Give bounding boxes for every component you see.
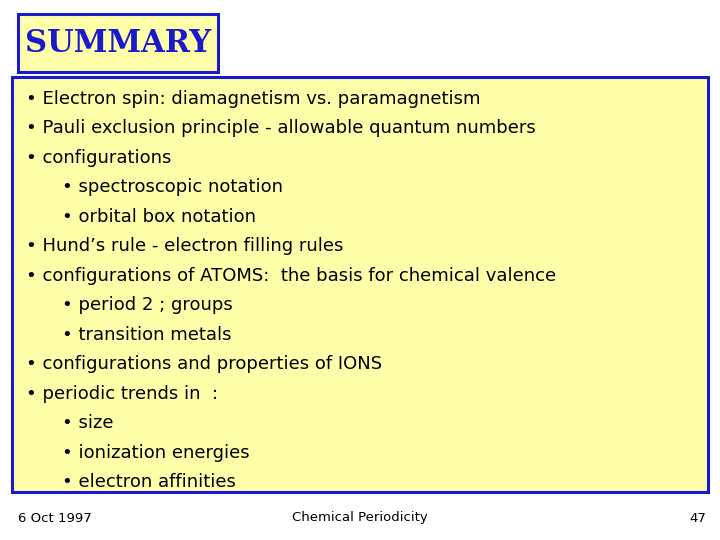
Text: • spectroscopic notation: • spectroscopic notation [62,178,283,197]
FancyBboxPatch shape [18,14,218,72]
Text: • Pauli exclusion principle - allowable quantum numbers: • Pauli exclusion principle - allowable … [26,119,536,138]
Text: • period 2 ; groups: • period 2 ; groups [62,296,233,314]
Text: • electron affinities: • electron affinities [62,473,236,491]
Text: 47: 47 [689,511,706,524]
Text: • configurations of ATOMS:  the basis for chemical valence: • configurations of ATOMS: the basis for… [26,267,556,285]
Text: • configurations: • configurations [26,149,171,167]
Text: • configurations and properties of IONS: • configurations and properties of IONS [26,355,382,373]
Text: • orbital box notation: • orbital box notation [62,208,256,226]
Text: • size: • size [62,414,114,432]
Text: • transition metals: • transition metals [62,326,232,343]
Text: • periodic trends in  :: • periodic trends in : [26,384,218,403]
Text: SUMMARY: SUMMARY [25,28,211,58]
Text: • Electron spin: diamagnetism vs. paramagnetism: • Electron spin: diamagnetism vs. parama… [26,90,480,108]
FancyBboxPatch shape [12,77,708,492]
Text: • Hund’s rule - electron filling rules: • Hund’s rule - electron filling rules [26,237,343,255]
Text: Chemical Periodicity: Chemical Periodicity [292,511,428,524]
Text: • ionization energies: • ionization energies [62,443,250,462]
Text: 6 Oct 1997: 6 Oct 1997 [18,511,91,524]
